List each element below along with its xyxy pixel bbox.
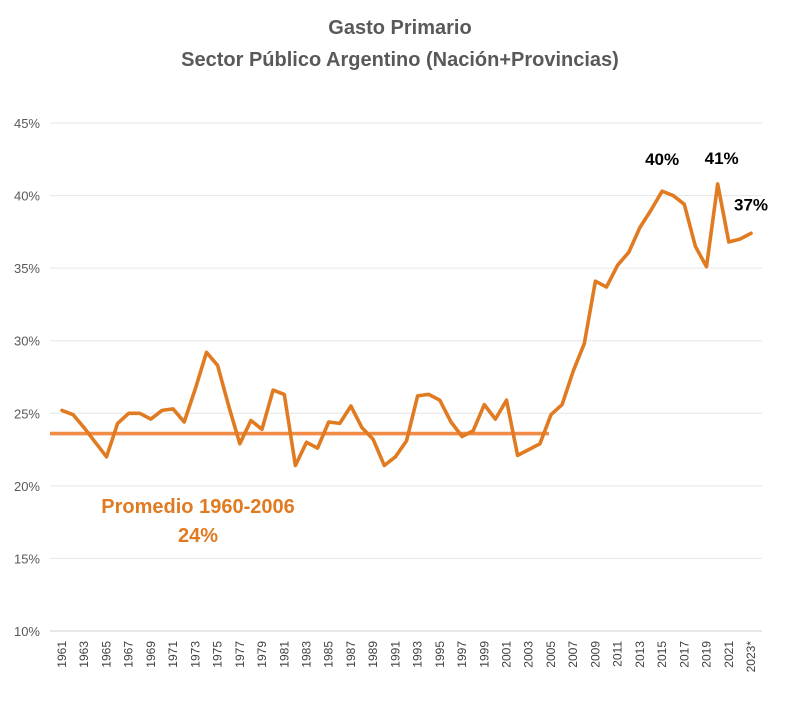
x-tick-label: 1989 (366, 641, 380, 668)
x-tick-label: 1973 (188, 641, 202, 668)
peak-label: 41% (705, 149, 739, 168)
chart-title-line1: Gasto Primario (328, 17, 471, 39)
x-tick-label: 1997 (455, 641, 469, 668)
x-tick-label: 2013 (633, 641, 647, 668)
x-axis-ticks: 1961 1963 1965 1967 1969 1971 1973 1975 1977 1979… (55, 641, 758, 673)
y-tick-label: 15% (14, 551, 40, 566)
chart-title-line2: Sector Público Argentino (Nación+Provinc… (181, 49, 619, 71)
x-tick-label: 1995 (433, 641, 447, 668)
x-tick-label: 2003 (522, 641, 536, 668)
x-tick-label: 2001 (500, 641, 514, 668)
x-tick-label: 2017 (677, 641, 691, 668)
x-tick-label: 1977 (233, 641, 247, 668)
x-tick-label: 1993 (411, 641, 425, 668)
y-tick-label: 20% (14, 479, 40, 494)
average-label-line1: Promedio 1960-2006 (101, 496, 294, 518)
y-axis-ticks: 10% 15% 20% 25% 30% 35% 40% 45% (14, 116, 40, 639)
gridlines (50, 122, 762, 632)
x-tick-label: 2005 (544, 641, 558, 668)
x-tick-label: 1983 (299, 641, 313, 668)
y-tick-label: 30% (14, 334, 40, 349)
x-tick-label: 2011 (611, 641, 625, 667)
series-line-gasto-primario (60, 182, 753, 468)
x-tick-label: 1987 (344, 641, 358, 668)
peak-annotations: 40% 41% 37% (645, 149, 768, 214)
x-tick-label: 2009 (588, 641, 602, 668)
x-tick-label: 1969 (144, 641, 158, 668)
peak-label: 37% (734, 195, 768, 214)
x-tick-label: 2023* (744, 641, 758, 673)
x-tick-label: 2021 (722, 641, 736, 668)
x-tick-label: 1981 (277, 641, 291, 668)
x-tick-label: 1999 (477, 641, 491, 668)
average-label-line2: 24% (178, 525, 218, 547)
x-tick-label: 1985 (322, 641, 336, 668)
x-tick-label: 2007 (566, 641, 580, 668)
series-group (60, 182, 753, 468)
y-tick-label: 10% (14, 624, 40, 639)
x-tick-label: 1965 (99, 641, 113, 668)
peak-label: 40% (645, 150, 679, 169)
y-tick-label: 40% (14, 189, 40, 204)
x-tick-label: 1963 (77, 641, 91, 668)
x-tick-label: 1991 (388, 641, 402, 668)
y-tick-label: 25% (14, 406, 40, 421)
y-tick-label: 45% (14, 116, 40, 131)
x-tick-label: 2019 (700, 641, 714, 668)
x-tick-label: 2015 (655, 641, 669, 668)
x-tick-label: 1975 (211, 641, 225, 668)
y-tick-label: 35% (14, 261, 40, 276)
x-tick-label: 1979 (255, 641, 269, 668)
x-tick-label: 1971 (166, 641, 180, 668)
x-tick-label: 1961 (55, 641, 69, 668)
x-tick-label: 1967 (122, 641, 136, 668)
